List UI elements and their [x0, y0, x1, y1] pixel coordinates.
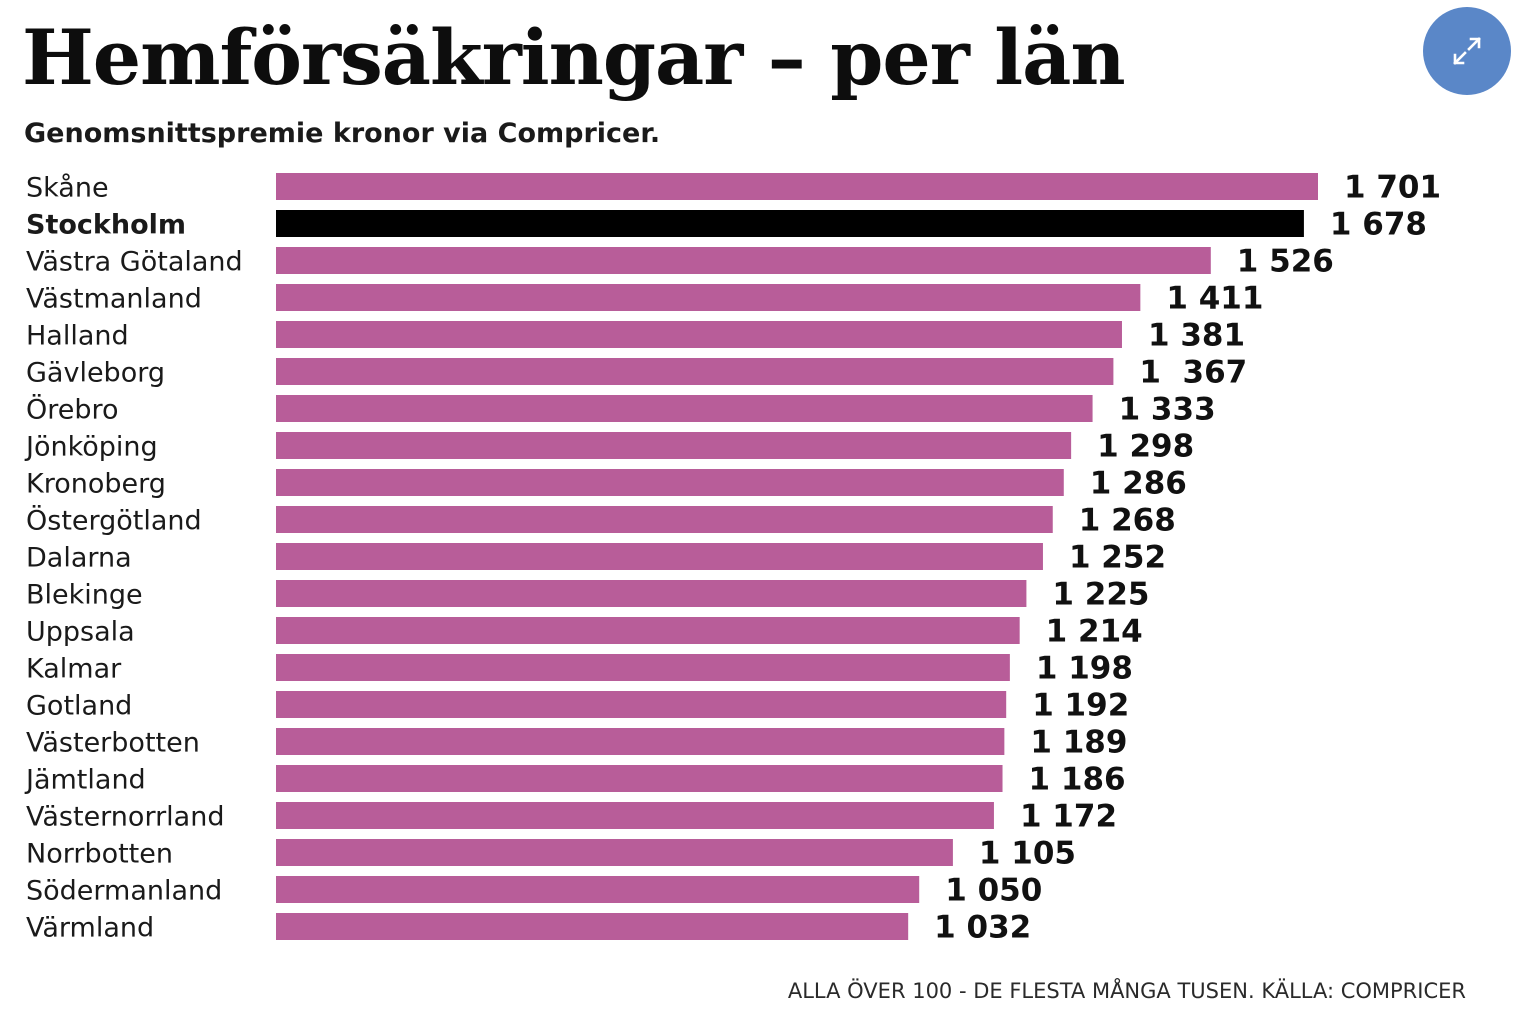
value-label: 1 526	[1237, 244, 1334, 280]
chart-subtitle: Genomsnittspremie kronor via Compricer.	[24, 118, 661, 149]
category-label: Södermanland	[26, 876, 222, 907]
bar	[276, 691, 1007, 718]
value-label: 1 298	[1097, 429, 1194, 465]
category-label: Östergötland	[26, 505, 202, 537]
category-label: Gotland	[26, 691, 132, 722]
category-label: Västerbotten	[26, 728, 200, 759]
value-label: 1 186	[1029, 762, 1126, 798]
bar	[276, 617, 1020, 644]
value-label: 1 333	[1119, 392, 1216, 428]
category-label: Gävleborg	[26, 358, 165, 389]
bar	[276, 358, 1114, 385]
category-label: Uppsala	[26, 617, 135, 648]
category-label: Skåne	[26, 173, 109, 204]
value-label: 1 411	[1166, 281, 1263, 317]
value-label: 1 172	[1020, 799, 1117, 835]
bar	[276, 395, 1093, 422]
category-label: Västernorrland	[26, 802, 224, 833]
category-label: Jönköping	[24, 432, 158, 463]
value-label: 1 192	[1032, 688, 1129, 724]
bar	[276, 210, 1304, 237]
bar	[276, 321, 1122, 348]
bar	[276, 469, 1064, 496]
bar	[276, 580, 1027, 607]
bar	[276, 765, 1003, 792]
value-label: 1 381	[1148, 318, 1245, 354]
value-label: 1 286	[1090, 466, 1187, 502]
value-label: 1 701	[1344, 170, 1441, 206]
value-label: 1 105	[979, 836, 1076, 872]
category-label: Västmanland	[26, 284, 202, 315]
category-label: Dalarna	[26, 543, 132, 574]
category-label: Kronoberg	[26, 469, 166, 500]
bar	[276, 247, 1211, 274]
value-label: 1 214	[1046, 614, 1143, 650]
bar	[276, 802, 994, 829]
value-label: 1 225	[1052, 577, 1149, 613]
category-label: Stockholm	[26, 210, 186, 241]
bar	[276, 284, 1141, 311]
bar	[276, 913, 909, 940]
bar	[276, 506, 1053, 533]
category-label: Örebro	[26, 394, 119, 426]
value-label: 1 189	[1030, 725, 1127, 761]
value-label: 1 050	[945, 873, 1042, 909]
value-label: 1 268	[1079, 503, 1176, 539]
category-label: Kalmar	[26, 654, 122, 685]
value-label: 1 032	[934, 910, 1031, 946]
category-label: Västra Götaland	[26, 247, 243, 278]
chart-title: Hemförsäkringar – per län	[22, 13, 1126, 102]
source-note: ALLA ÖVER 100 - DE FLESTA MÅNGA TUSEN. K…	[787, 979, 1466, 1003]
category-label: Halland	[26, 321, 129, 352]
category-label: Norrbotten	[26, 839, 173, 870]
bar	[276, 543, 1043, 570]
value-label: 1 678	[1330, 207, 1427, 243]
bar	[276, 728, 1005, 755]
bar	[276, 654, 1010, 681]
bar	[276, 432, 1072, 459]
bar	[276, 173, 1318, 200]
expand-arrows-icon	[1453, 37, 1481, 65]
bar	[276, 839, 953, 866]
category-label: Blekinge	[26, 580, 143, 611]
value-label: 1 367	[1139, 355, 1247, 391]
value-label: 1 252	[1069, 540, 1166, 576]
expand-button[interactable]	[1423, 7, 1511, 95]
category-label: Värmland	[26, 913, 154, 944]
category-label: Jämtland	[24, 765, 146, 796]
bar	[276, 876, 920, 903]
value-label: 1 198	[1036, 651, 1133, 687]
